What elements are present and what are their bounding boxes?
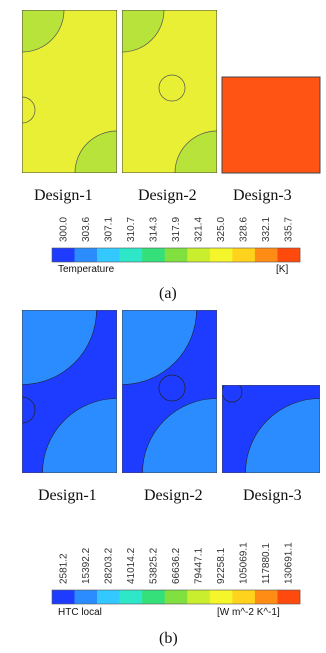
design-1-label-a: Design-1 <box>34 187 93 204</box>
temperature-colorbar-tick-label: 332.1 <box>261 217 272 242</box>
htc-colorbar-segment <box>164 590 188 604</box>
htc-design-2-contour-band <box>122 310 197 385</box>
caption-b: (b) <box>159 630 178 647</box>
temperature-colorbar-segment <box>232 248 256 262</box>
htc-colorbar-tick-label: 28203.2 <box>103 547 114 584</box>
temperature-colorbar-segment <box>187 248 211 262</box>
temperature-colorbar-tick-label: 321.4 <box>194 217 205 242</box>
design-2-label-b: Design-2 <box>144 487 203 504</box>
htc-colorbar-segment <box>52 590 75 604</box>
temperature-colorbar: 300.0 303.6 307.1 310.7 314.3 317.9 321.4 325.0… <box>51 217 301 275</box>
temperature-colorbar-segment <box>164 248 188 262</box>
temperature-colorbar-segment <box>277 248 301 262</box>
htc-colorbar-tick-label: 53825.2 <box>148 547 159 584</box>
htc-design-3-contour-band <box>245 398 320 473</box>
htc-colorbar-segment <box>209 590 233 604</box>
temperature-colorbar-segment <box>97 248 120 262</box>
htc-panel-design-3 <box>222 385 320 473</box>
htc-colorbar: 2581.2 15392.2 28203.2 41014.2 53825.2 66636.… <box>51 542 301 618</box>
temperature-colorbar-border <box>51 247 301 263</box>
temperature-unit-label: [K] <box>276 264 288 275</box>
htc-colorbar-border <box>51 589 301 605</box>
htc-colorbar-segment <box>187 590 211 604</box>
temperature-colorbar-tick-label: 325.0 <box>216 217 227 242</box>
htc-colorbar-segment <box>277 590 301 604</box>
temperature-colorbar-segment <box>209 248 233 262</box>
htc-colorbar-tick-label: 79447.1 <box>194 547 205 584</box>
design-1-label-b: Design-1 <box>38 487 97 504</box>
htc-colorbar-tick-label: 105069.1 <box>239 542 250 584</box>
htc-colorbar-tick-label: 117880.1 <box>261 543 272 584</box>
htc-colorbar-tick-label: 41014.2 <box>126 547 137 584</box>
htc-colorbar-tick-label: 66636.2 <box>171 547 182 584</box>
temperature-colorbar-tick-label: 307.1 <box>103 217 114 242</box>
htc-colorbar-tick-label: 92258.1 <box>216 547 227 584</box>
design-3-label-a: Design-3 <box>233 187 292 204</box>
htc-colorbar-tick-label: 15392.2 <box>81 547 92 584</box>
design-2-label-a: Design-2 <box>138 187 197 204</box>
temperature-colorbar-segment <box>52 248 75 262</box>
temperature-colorbar-segment <box>142 248 166 262</box>
temperature-panel-design-1 <box>22 10 117 173</box>
temperature-colorbar-tick-label: 300.0 <box>58 217 69 242</box>
htc-variable-label: HTC local <box>58 607 102 618</box>
temperature-colorbar-tick-label: 310.7 <box>126 217 137 242</box>
temperature-colorbar-tick-label: 335.7 <box>284 217 295 242</box>
temperature-colorbar-segment <box>254 248 278 262</box>
design-3-label-b: Design-3 <box>243 487 302 504</box>
temperature-panel-design-2 <box>122 10 217 173</box>
temperature-colorbar-segment <box>74 248 98 262</box>
htc-colorbar-tick-label: 130691.1 <box>284 542 295 584</box>
htc-colorbar-segment <box>97 590 120 604</box>
htc-panel-design-1 <box>22 310 117 473</box>
temperature-panel-design-3 <box>221 76 321 174</box>
htc-colorbar-tick-label: 2581.2 <box>58 553 69 584</box>
htc-colorbar-segment <box>254 590 278 604</box>
temperature-colorbar-segment <box>119 248 143 262</box>
temperature-colorbar-tick-label: 314.3 <box>148 217 159 242</box>
htc-design-2-contour-band <box>142 398 217 473</box>
htc-colorbar-segment <box>74 590 98 604</box>
caption-a: (a) <box>159 285 177 302</box>
htc-colorbar-segment <box>142 590 166 604</box>
htc-colorbar-segment <box>119 590 143 604</box>
htc-unit-label: [W m^-2 K^-1] <box>217 607 280 618</box>
temperature-variable-label: Temperature <box>58 264 115 275</box>
htc-design-1-contour-band <box>22 310 97 385</box>
htc-colorbar-segment <box>232 590 256 604</box>
temperature-colorbar-tick-label: 328.6 <box>239 217 250 242</box>
htc-design-1-contour-band <box>42 398 117 473</box>
temperature-colorbar-tick-label: 317.9 <box>171 217 182 242</box>
htc-panel-design-2 <box>122 310 217 473</box>
temperature-colorbar-tick-label: 303.6 <box>81 217 92 242</box>
